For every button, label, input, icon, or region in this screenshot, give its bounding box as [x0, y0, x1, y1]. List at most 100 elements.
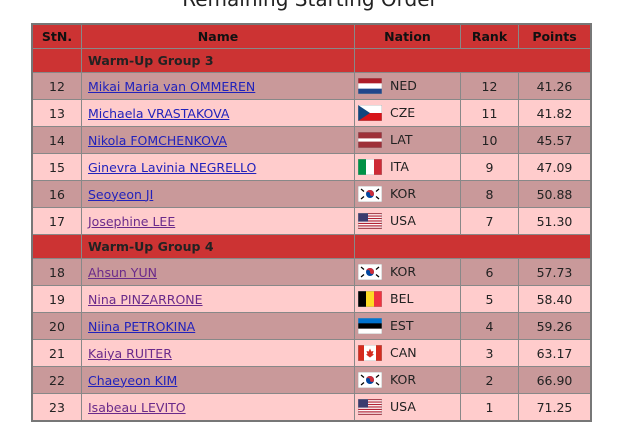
rank: 4 [460, 312, 519, 340]
flag [357, 77, 383, 95]
page-title: Remaining Starting Order [0, 0, 620, 11]
skater-link[interactable]: Chaeyeon KIM [88, 372, 178, 388]
start-number: 12 [31, 72, 82, 100]
nation-code: ITA [390, 158, 409, 174]
group-cell [354, 234, 592, 259]
start-number: 13 [31, 99, 82, 127]
group-label: Warm-Up Group 4 [81, 234, 355, 259]
points: 63.17 [518, 339, 592, 367]
column-header: StN. [31, 23, 82, 49]
nation-cell: NED [354, 72, 461, 100]
nation-code: KOR [390, 371, 417, 387]
skater-link[interactable]: Mikai Maria van OMMEREN [88, 78, 256, 94]
group-cell [31, 234, 82, 259]
name-cell: Chaeyeon KIM [81, 366, 355, 394]
name-cell: Michaela VRASTAKOVA [81, 99, 355, 127]
skater-link[interactable]: Nikola FOMCHENKOVA [88, 132, 227, 148]
flag [357, 185, 383, 203]
rank: 2 [460, 366, 519, 394]
skater-link[interactable]: Ahsun YUN [88, 264, 157, 280]
name-cell: Nina PINZARRONE [81, 285, 355, 313]
start-number: 22 [31, 366, 82, 394]
skater-row: 13 Michaela VRASTAKOVA CZE 11 41.82 [31, 99, 592, 127]
name-cell: Ahsun YUN [81, 258, 355, 286]
skater-link[interactable]: Josephine LEE [88, 213, 176, 229]
skater-link[interactable]: Kaiya RUITER [88, 345, 172, 361]
nation-cell: USA [354, 207, 461, 235]
flag [357, 290, 383, 308]
points: 51.30 [518, 207, 592, 235]
column-header: Nation [354, 23, 461, 49]
nation-code: KOR [390, 263, 417, 279]
skater-link[interactable]: Michaela VRASTAKOVA [88, 105, 230, 121]
header-row: StN. Name Nation Rank Points [31, 23, 592, 49]
nation-code: USA [390, 398, 416, 414]
skater-row: 14 Nikola FOMCHENKOVA LAT 10 45.57 [31, 126, 592, 154]
column-header: Rank [460, 23, 519, 49]
rank: 5 [460, 285, 519, 313]
group-label: Warm-Up Group 3 [81, 48, 355, 73]
name-cell: Ginevra Lavinia NEGRELLO [81, 153, 355, 181]
flag [357, 317, 383, 335]
skater-row: 15 Ginevra Lavinia NEGRELLO ITA 9 47.09 [31, 153, 592, 181]
skater-link[interactable]: Isabeau LEVITO [88, 399, 186, 415]
skater-row: 17 Josephine LEE USA 7 51.30 [31, 207, 592, 235]
points: 57.73 [518, 258, 592, 286]
nation-cell: EST [354, 312, 461, 340]
name-cell: Josephine LEE [81, 207, 355, 235]
points: 45.57 [518, 126, 592, 154]
nation-code: USA [390, 212, 416, 228]
skater-row: 16 Seoyeon JI KOR 8 50.88 [31, 180, 592, 208]
start-number: 19 [31, 285, 82, 313]
start-number: 17 [31, 207, 82, 235]
nation-code: KOR [390, 185, 417, 201]
name-cell: Kaiya RUITER [81, 339, 355, 367]
rank: 10 [460, 126, 519, 154]
starting-order-table: StN. Name Nation Rank Points Warm-Up Group 3… [31, 23, 592, 422]
points: 71.25 [518, 393, 592, 422]
skater-row: 12 Mikai Maria van OMMEREN NED 12 41.26 [31, 72, 592, 100]
flag [357, 104, 383, 122]
nation-cell: KOR [354, 366, 461, 394]
flag [357, 131, 383, 149]
skater-row: 19 Nina PINZARRONE BEL 5 58.40 [31, 285, 592, 313]
skater-link[interactable]: Seoyeon JI [88, 186, 154, 202]
skater-link[interactable]: Nina PINZARRONE [88, 291, 203, 307]
name-cell: Seoyeon JI [81, 180, 355, 208]
nation-cell: ITA [354, 153, 461, 181]
start-number: 20 [31, 312, 82, 340]
rank: 3 [460, 339, 519, 367]
start-number: 15 [31, 153, 82, 181]
skater-row: 18 Ahsun YUN KOR 6 57.73 [31, 258, 592, 286]
nation-cell: KOR [354, 180, 461, 208]
nation-code: CZE [390, 104, 416, 120]
nation-cell: BEL [354, 285, 461, 313]
rank: 7 [460, 207, 519, 235]
rank: 6 [460, 258, 519, 286]
rank: 8 [460, 180, 519, 208]
skater-row: 21 Kaiya RUITER CAN 3 63.17 [31, 339, 592, 367]
name-cell: Isabeau LEVITO [81, 393, 355, 422]
rank: 12 [460, 72, 519, 100]
nation-cell: USA [354, 393, 461, 422]
flag [357, 212, 383, 230]
nation-cell: LAT [354, 126, 461, 154]
points: 58.40 [518, 285, 592, 313]
start-number: 18 [31, 258, 82, 286]
nation-code: CAN [390, 344, 417, 360]
points: 41.82 [518, 99, 592, 127]
flag [357, 344, 383, 362]
group-row: Warm-Up Group 3 [31, 48, 592, 73]
skater-link[interactable]: Niina PETROKINA [88, 318, 196, 334]
rank: 11 [460, 99, 519, 127]
nation-cell: CZE [354, 99, 461, 127]
nation-code: NED [390, 77, 417, 93]
name-cell: Mikai Maria van OMMEREN [81, 72, 355, 100]
flag [357, 371, 383, 389]
flag [357, 263, 383, 281]
skater-link[interactable]: Ginevra Lavinia NEGRELLO [88, 159, 257, 175]
points: 59.26 [518, 312, 592, 340]
start-number: 21 [31, 339, 82, 367]
skater-row: 22 Chaeyeon KIM KOR 2 66.90 [31, 366, 592, 394]
skater-row: 23 Isabeau LEVITO USA 1 71.25 [31, 393, 592, 422]
